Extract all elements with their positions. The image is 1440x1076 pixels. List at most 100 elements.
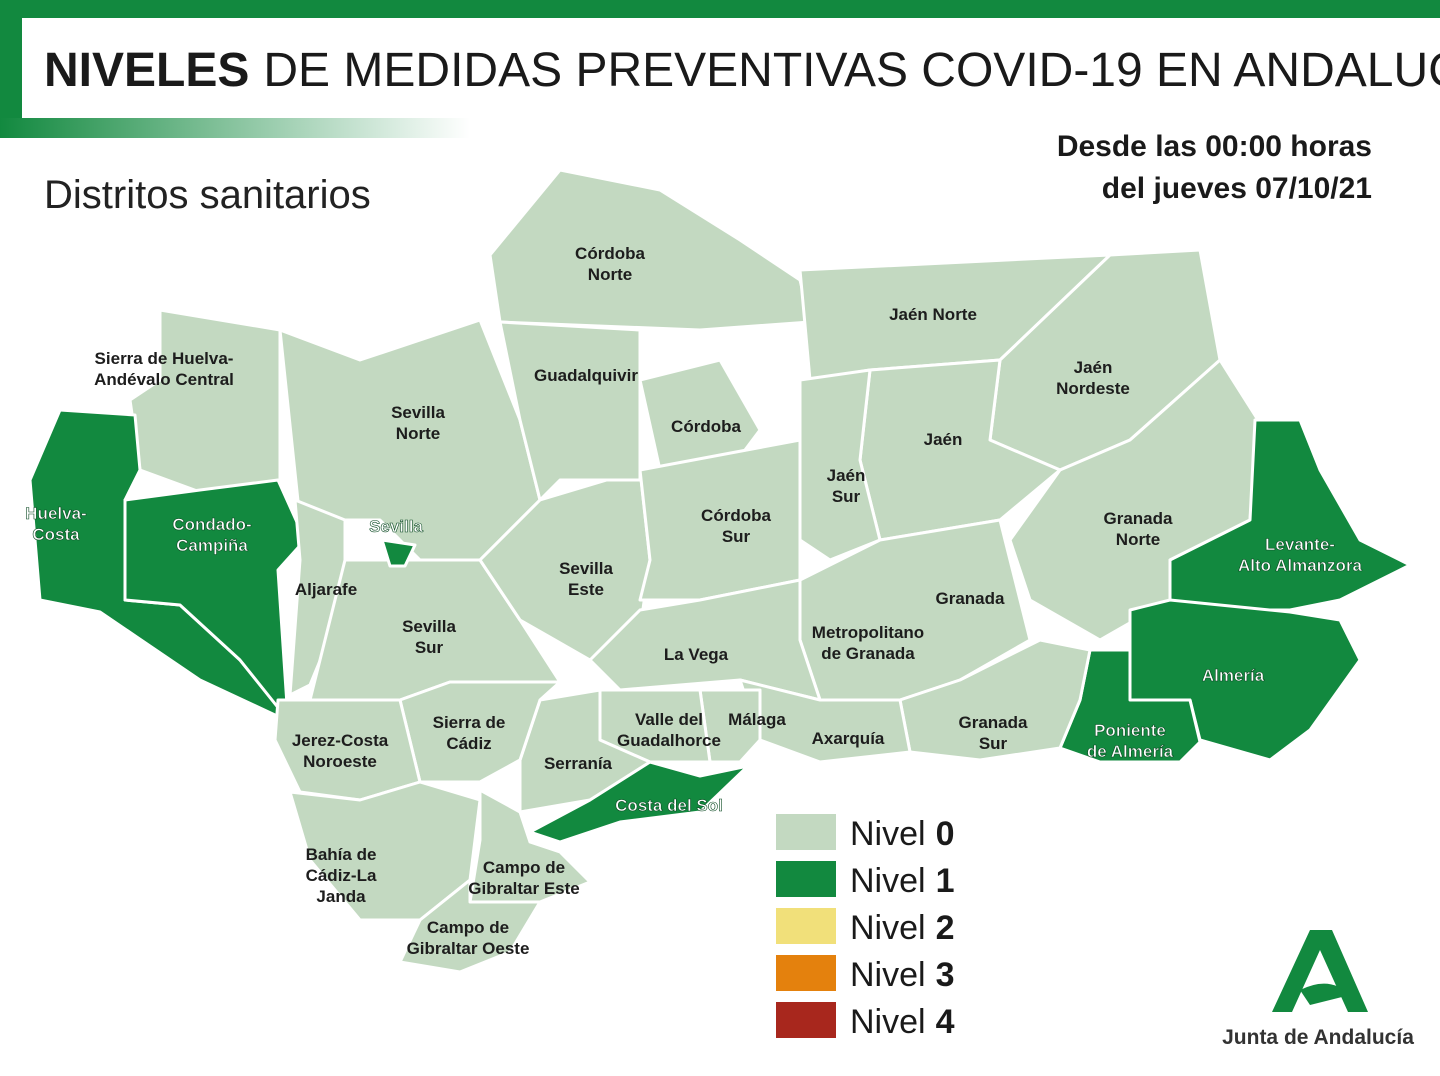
district-area (468, 788, 592, 904)
district-label-line: Axarquía (812, 729, 885, 748)
district-label-line: Gibraltar Este (468, 879, 580, 898)
district-label: Bahía de Cádiz-La Janda (306, 845, 377, 906)
legend: Nivel 0 Nivel 1 Nivel 2 Nivel 3 Nivel 4 (776, 814, 955, 1041)
district-label-line: Aljarafe (295, 580, 357, 599)
legend-level: 0 (936, 815, 955, 853)
district-label: Granada (936, 589, 1006, 608)
legend-swatch (776, 814, 836, 850)
header-side (0, 18, 22, 118)
district-label: Poniente de Almería (1087, 721, 1174, 761)
district-label-line: Córdoba (701, 506, 771, 525)
district-label-line: Poniente (1094, 721, 1166, 740)
header-fade (0, 118, 470, 138)
district-label-line: Jaén Norte (889, 305, 977, 324)
district-label: Málaga (728, 710, 786, 729)
district-label-line: Alto Almanzora (1238, 556, 1363, 575)
district-label: Granada Norte (1104, 509, 1174, 549)
district-label-line: de Almería (1087, 742, 1174, 761)
legend-level: 1 (936, 862, 955, 900)
legend-text: Nivel (850, 1003, 926, 1041)
district-label-line: Andévalo Central (94, 370, 234, 389)
district-area (273, 698, 422, 802)
district-area (898, 638, 1092, 762)
district-label: Jaén (924, 430, 963, 449)
district-label: Guadalquivir (534, 366, 638, 385)
district-area (398, 878, 542, 974)
district-label-line: Bahía de (306, 845, 377, 864)
district-label-line: Sierra de Huelva- (95, 349, 234, 368)
logo-mark (1300, 983, 1350, 1005)
district-label: Condado- Campiña (172, 515, 251, 555)
district-label: Sevilla Sur (402, 617, 456, 657)
district-area (498, 320, 642, 502)
district-label-line: Norte (588, 265, 632, 284)
date-line: del jueves 07/10/21 (1102, 172, 1372, 205)
district-label: Huelva- Costa (25, 504, 86, 544)
district-area (488, 168, 812, 332)
legend-text: Nivel (850, 956, 926, 994)
district-label-line: Campo de (427, 918, 509, 937)
district-label-line: Jaén (827, 466, 866, 485)
district-label: Serranía (544, 754, 613, 773)
district-label: Metropolitano de Granada (812, 623, 924, 663)
district-label-line: Jaén (924, 430, 963, 449)
district-label: Axarquía (812, 729, 885, 748)
district-label: La Vega (664, 645, 729, 664)
district-label: Costa del Sol (615, 796, 723, 815)
district-label-line: Guadalquivir (534, 366, 638, 385)
district-area (128, 308, 282, 494)
district-label: Sevilla (369, 517, 423, 536)
district-area (1168, 418, 1412, 612)
district-label-line: Costa (32, 525, 80, 544)
district-label-line: Jerez-Costa (292, 731, 389, 750)
district-area (288, 498, 347, 697)
district-label-line: Noroeste (303, 752, 377, 771)
district-label-line: Jaén (1074, 358, 1113, 377)
district-area (123, 478, 307, 722)
district-label-line: Levante- (1265, 535, 1335, 554)
district-label: Almería (1202, 666, 1265, 685)
district-label: Jaén Norte (889, 305, 977, 324)
legend-swatch (776, 1002, 836, 1038)
district-label-line: Costa del Sol (615, 796, 723, 815)
district-label-line: Sevilla (559, 559, 613, 578)
district-label-line: Serranía (544, 754, 613, 773)
district-label: Sevilla Este (559, 559, 613, 599)
district-label: Campo de Gibraltar Oeste (407, 918, 530, 958)
district-label: Campo de Gibraltar Este (468, 858, 580, 898)
district-label-line: La Vega (664, 645, 729, 664)
district-label-line: Valle del (635, 710, 703, 729)
district-label: Jaén Sur (827, 466, 866, 506)
top-bar (0, 0, 1440, 18)
district-label: Aljarafe (295, 580, 357, 599)
map: Sierra de Huelva- Andévalo Central Huelva-… (25, 168, 1412, 974)
district-label-line: Sevilla (402, 617, 456, 636)
district-label-line: Condado- (172, 515, 251, 534)
district-label-line: Nordeste (1056, 379, 1130, 398)
district-label-line: Norte (396, 424, 440, 443)
legend-label: Nivel 1 (850, 862, 955, 900)
legend-text: Nivel (850, 815, 926, 853)
district-label-line: Este (568, 580, 604, 599)
district-label-line: Sur (979, 734, 1008, 753)
district-label: Córdoba Norte (575, 244, 645, 284)
district-label-line: Norte (1116, 530, 1160, 549)
legend-level: 4 (936, 1003, 955, 1041)
district-label: Jaén Nordeste (1056, 358, 1130, 398)
district-label: Córdoba Sur (701, 506, 771, 546)
district-label: Córdoba (671, 417, 741, 436)
district-label-line: Sur (722, 527, 751, 546)
legend-text: Nivel (850, 909, 926, 947)
date-line: Desde las 00:00 horas (1057, 130, 1372, 163)
district-label-line: Janda (316, 887, 366, 906)
district-label-line: Sevilla (391, 403, 445, 422)
legend-label: Nivel 2 (850, 909, 955, 947)
district-label: Levante- Alto Almanzora (1238, 535, 1363, 575)
legend-label: Nivel 4 (850, 1003, 955, 1041)
legend-level: 2 (936, 909, 955, 947)
legend-swatch (776, 955, 836, 991)
district-area (380, 538, 417, 568)
district-label-line: Cádiz-La (306, 866, 377, 885)
legend-swatch (776, 861, 836, 897)
